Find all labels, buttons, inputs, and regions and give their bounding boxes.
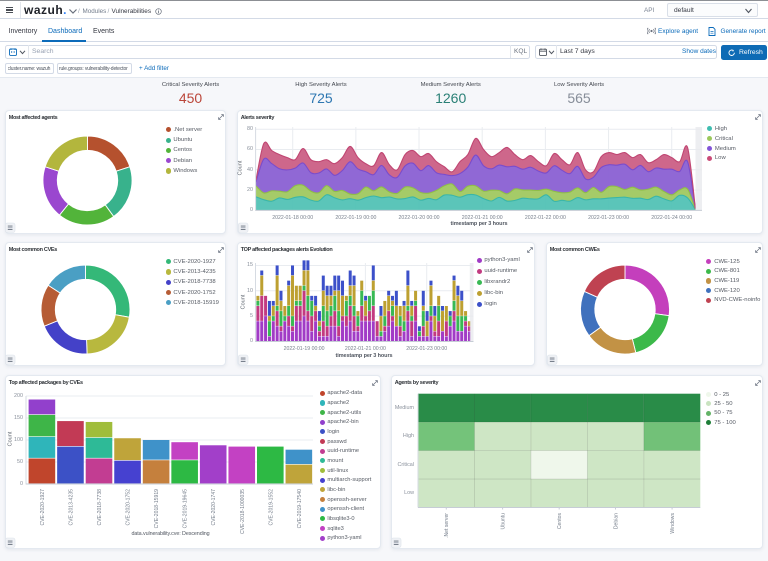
svg-text:Centos: Centos	[557, 513, 563, 530]
svg-text:CVE-2019-1552: CVE-2019-1552	[268, 489, 274, 526]
svg-text:Debian: Debian	[614, 513, 620, 529]
svg-text:CVE-2018-15919: CVE-2018-15919	[154, 489, 160, 529]
svg-text:CVE-2019-17540: CVE-2019-17540	[297, 489, 303, 529]
svg-text:CVE-2020-1752: CVE-2020-1752	[126, 489, 132, 526]
svg-text:Ubuntu: Ubuntu	[501, 513, 507, 530]
svg-text:CVE-2019-19645: CVE-2019-19645	[183, 489, 189, 529]
svg-text:.Net server: .Net server	[444, 513, 450, 538]
svg-text:CVE-2020-1927: CVE-2020-1927	[40, 489, 46, 526]
svg-text:CVE-2013-4235: CVE-2013-4235	[68, 489, 74, 526]
svg-text:CVE-2018-1000035: CVE-2018-1000035	[240, 489, 246, 534]
svg-text:CVE-2020-1747: CVE-2020-1747	[211, 489, 217, 526]
svg-text:Windows: Windows	[670, 513, 676, 534]
svg-text:CVE-2018-7738: CVE-2018-7738	[97, 489, 103, 526]
